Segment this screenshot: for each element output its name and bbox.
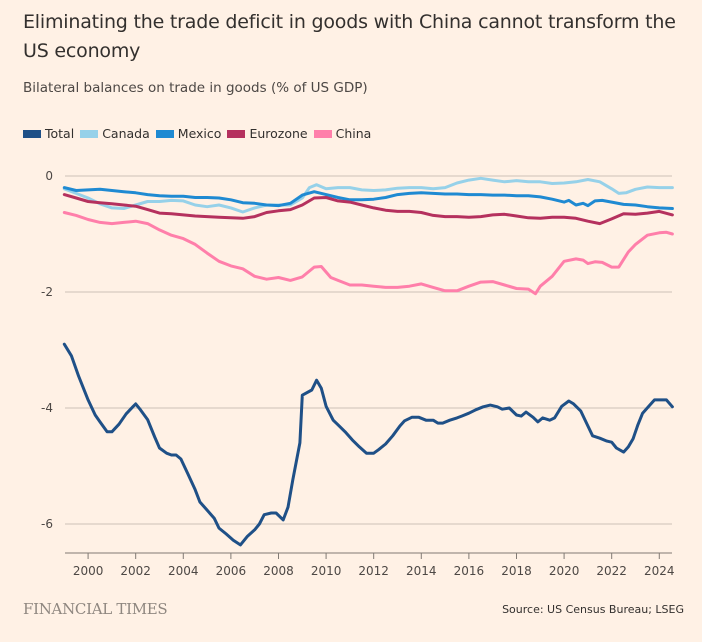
gridlines: 0 -2 -4 -6 <box>41 169 672 531</box>
legend: Total Canada Mexico Eurozone China <box>23 126 377 141</box>
series-line-mexico <box>62 186 674 210</box>
x-tick-label: 2014 <box>406 564 437 578</box>
x-tick-label: 2020 <box>549 564 580 578</box>
x-tick-label: 2010 <box>311 564 342 578</box>
x-tick-label: 2000 <box>73 564 104 578</box>
legend-label-china: China <box>335 126 372 141</box>
y-tick-label: -2 <box>41 285 53 299</box>
y-tick-label: -6 <box>41 517 53 531</box>
source-note: Source: US Census Bureau; LSEG <box>502 603 684 616</box>
series-line-total <box>62 342 674 547</box>
legend-label-eurozone: Eurozone <box>249 126 308 141</box>
legend-item-china: China <box>313 126 372 141</box>
legend-swatch-total <box>23 129 41 138</box>
legend-label-canada: Canada <box>102 126 150 141</box>
x-tick-label: 2004 <box>168 564 199 578</box>
chart-title: Eliminating the trade deficit in goods w… <box>23 11 676 62</box>
series-line-canada <box>62 176 674 214</box>
legend-swatch-eurozone <box>227 129 246 138</box>
y-tick-label: 0 <box>45 169 53 183</box>
series-line-eurozone <box>62 193 674 226</box>
x-tick-label: 2008 <box>263 564 294 578</box>
legend-item-mexico: Mexico <box>155 126 222 141</box>
x-tick-label: 2024 <box>644 564 675 578</box>
x-tick-label: 2006 <box>216 564 247 578</box>
legend-item-canada: Canada <box>80 126 150 141</box>
x-tick-label: 2016 <box>454 564 485 578</box>
x-tick-label: 2012 <box>358 564 389 578</box>
legend-swatch-canada <box>80 129 99 138</box>
ft-logo: FINANCIAL TIMES <box>23 600 168 618</box>
x-tick-label: 2022 <box>596 564 627 578</box>
chart-subtitle: Bilateral balances on trade in goods (% … <box>23 80 368 96</box>
legend-swatch-mexico <box>155 129 174 138</box>
legend-item-total: Total <box>23 126 74 141</box>
series-lines <box>62 176 674 547</box>
x-tick-label: 2002 <box>120 564 151 578</box>
x-axis: 2000 2002 2004 2006 2008 2010 2012 2014 2016 2018… <box>65 552 675 578</box>
legend-label-total: Total <box>45 126 75 141</box>
series-line-china <box>62 211 674 296</box>
y-tick-label: -4 <box>41 401 53 415</box>
legend-label-mexico: Mexico <box>177 126 222 141</box>
x-tick-label: 2018 <box>501 564 532 578</box>
legend-swatch-china <box>313 129 332 138</box>
legend-item-eurozone: Eurozone <box>227 126 308 141</box>
